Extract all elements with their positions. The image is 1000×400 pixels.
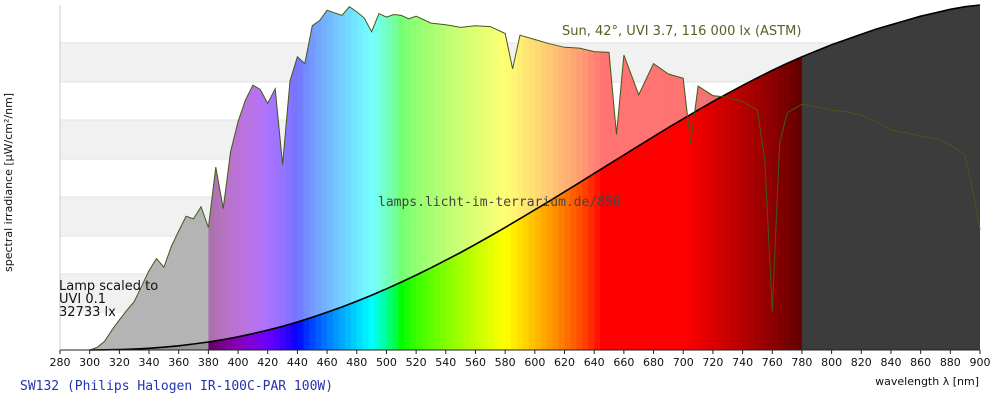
spectrum-code: SW132 (Philips Halogen IR-100C-PAR 100W): [20, 379, 333, 394]
x-tick-label: 540: [435, 356, 456, 369]
x-tick-label: 300: [79, 356, 100, 369]
lamp-note-line-3: 32733 lx: [59, 305, 116, 320]
x-tick-label: 340: [139, 356, 160, 369]
x-tick-label: 780: [791, 356, 812, 369]
sun-spectrum-curve: [89, 6, 981, 351]
x-tick-label: 800: [821, 356, 842, 369]
x-tick-label: 500: [376, 356, 397, 369]
x-tick-label: 480: [346, 356, 367, 369]
x-tick-label: 880: [940, 356, 961, 369]
x-tick-label: 860: [910, 356, 931, 369]
x-tick-label: 700: [673, 356, 694, 369]
x-tick-label: 520: [406, 356, 427, 369]
x-tick-label: 600: [524, 356, 545, 369]
lamp-spectrum-curve: [89, 4, 981, 351]
x-tick-label: 320: [109, 356, 130, 369]
x-tick-label: 360: [168, 356, 189, 369]
x-tick-label: 820: [851, 356, 872, 369]
x-tick-label: 740: [732, 356, 753, 369]
x-tick-label: 560: [465, 356, 486, 369]
x-tick-label: 400: [228, 356, 249, 369]
x-tick-label: 660: [613, 356, 634, 369]
x-tick-label: 720: [702, 356, 723, 369]
lamp-note-line-2: UVI 0.1: [59, 292, 106, 307]
x-tick-label: 580: [495, 356, 516, 369]
x-tick-label: 900: [970, 356, 991, 369]
watermark: lamps.licht-im-terrarium.de/856: [378, 195, 621, 210]
lamp-note-line-1: Lamp scaled to: [59, 279, 158, 294]
x-tick-label: 640: [584, 356, 605, 369]
x-axis-label: wavelength λ [nm]: [875, 375, 979, 388]
y-axis-label: spectral irradiance [µW/cm²/nm]: [2, 93, 15, 272]
sun-label: Sun, 42°, UVI 3.7, 116 000 lx (ASTM): [562, 24, 801, 39]
x-tick-label: 760: [762, 356, 783, 369]
x-tick-label: 280: [50, 356, 71, 369]
x-tick-label: 440: [287, 356, 308, 369]
x-tick-label: 380: [198, 356, 219, 369]
x-tick-label: 420: [257, 356, 278, 369]
x-tick-label: 460: [317, 356, 338, 369]
x-tick-label: 680: [643, 356, 664, 369]
x-tick-label: 620: [554, 356, 575, 369]
x-axis-ticks: 280 300 320 340 360 380 400 420 440 460 480 500 520 5…: [50, 350, 991, 369]
x-tick-label: 840: [880, 356, 901, 369]
